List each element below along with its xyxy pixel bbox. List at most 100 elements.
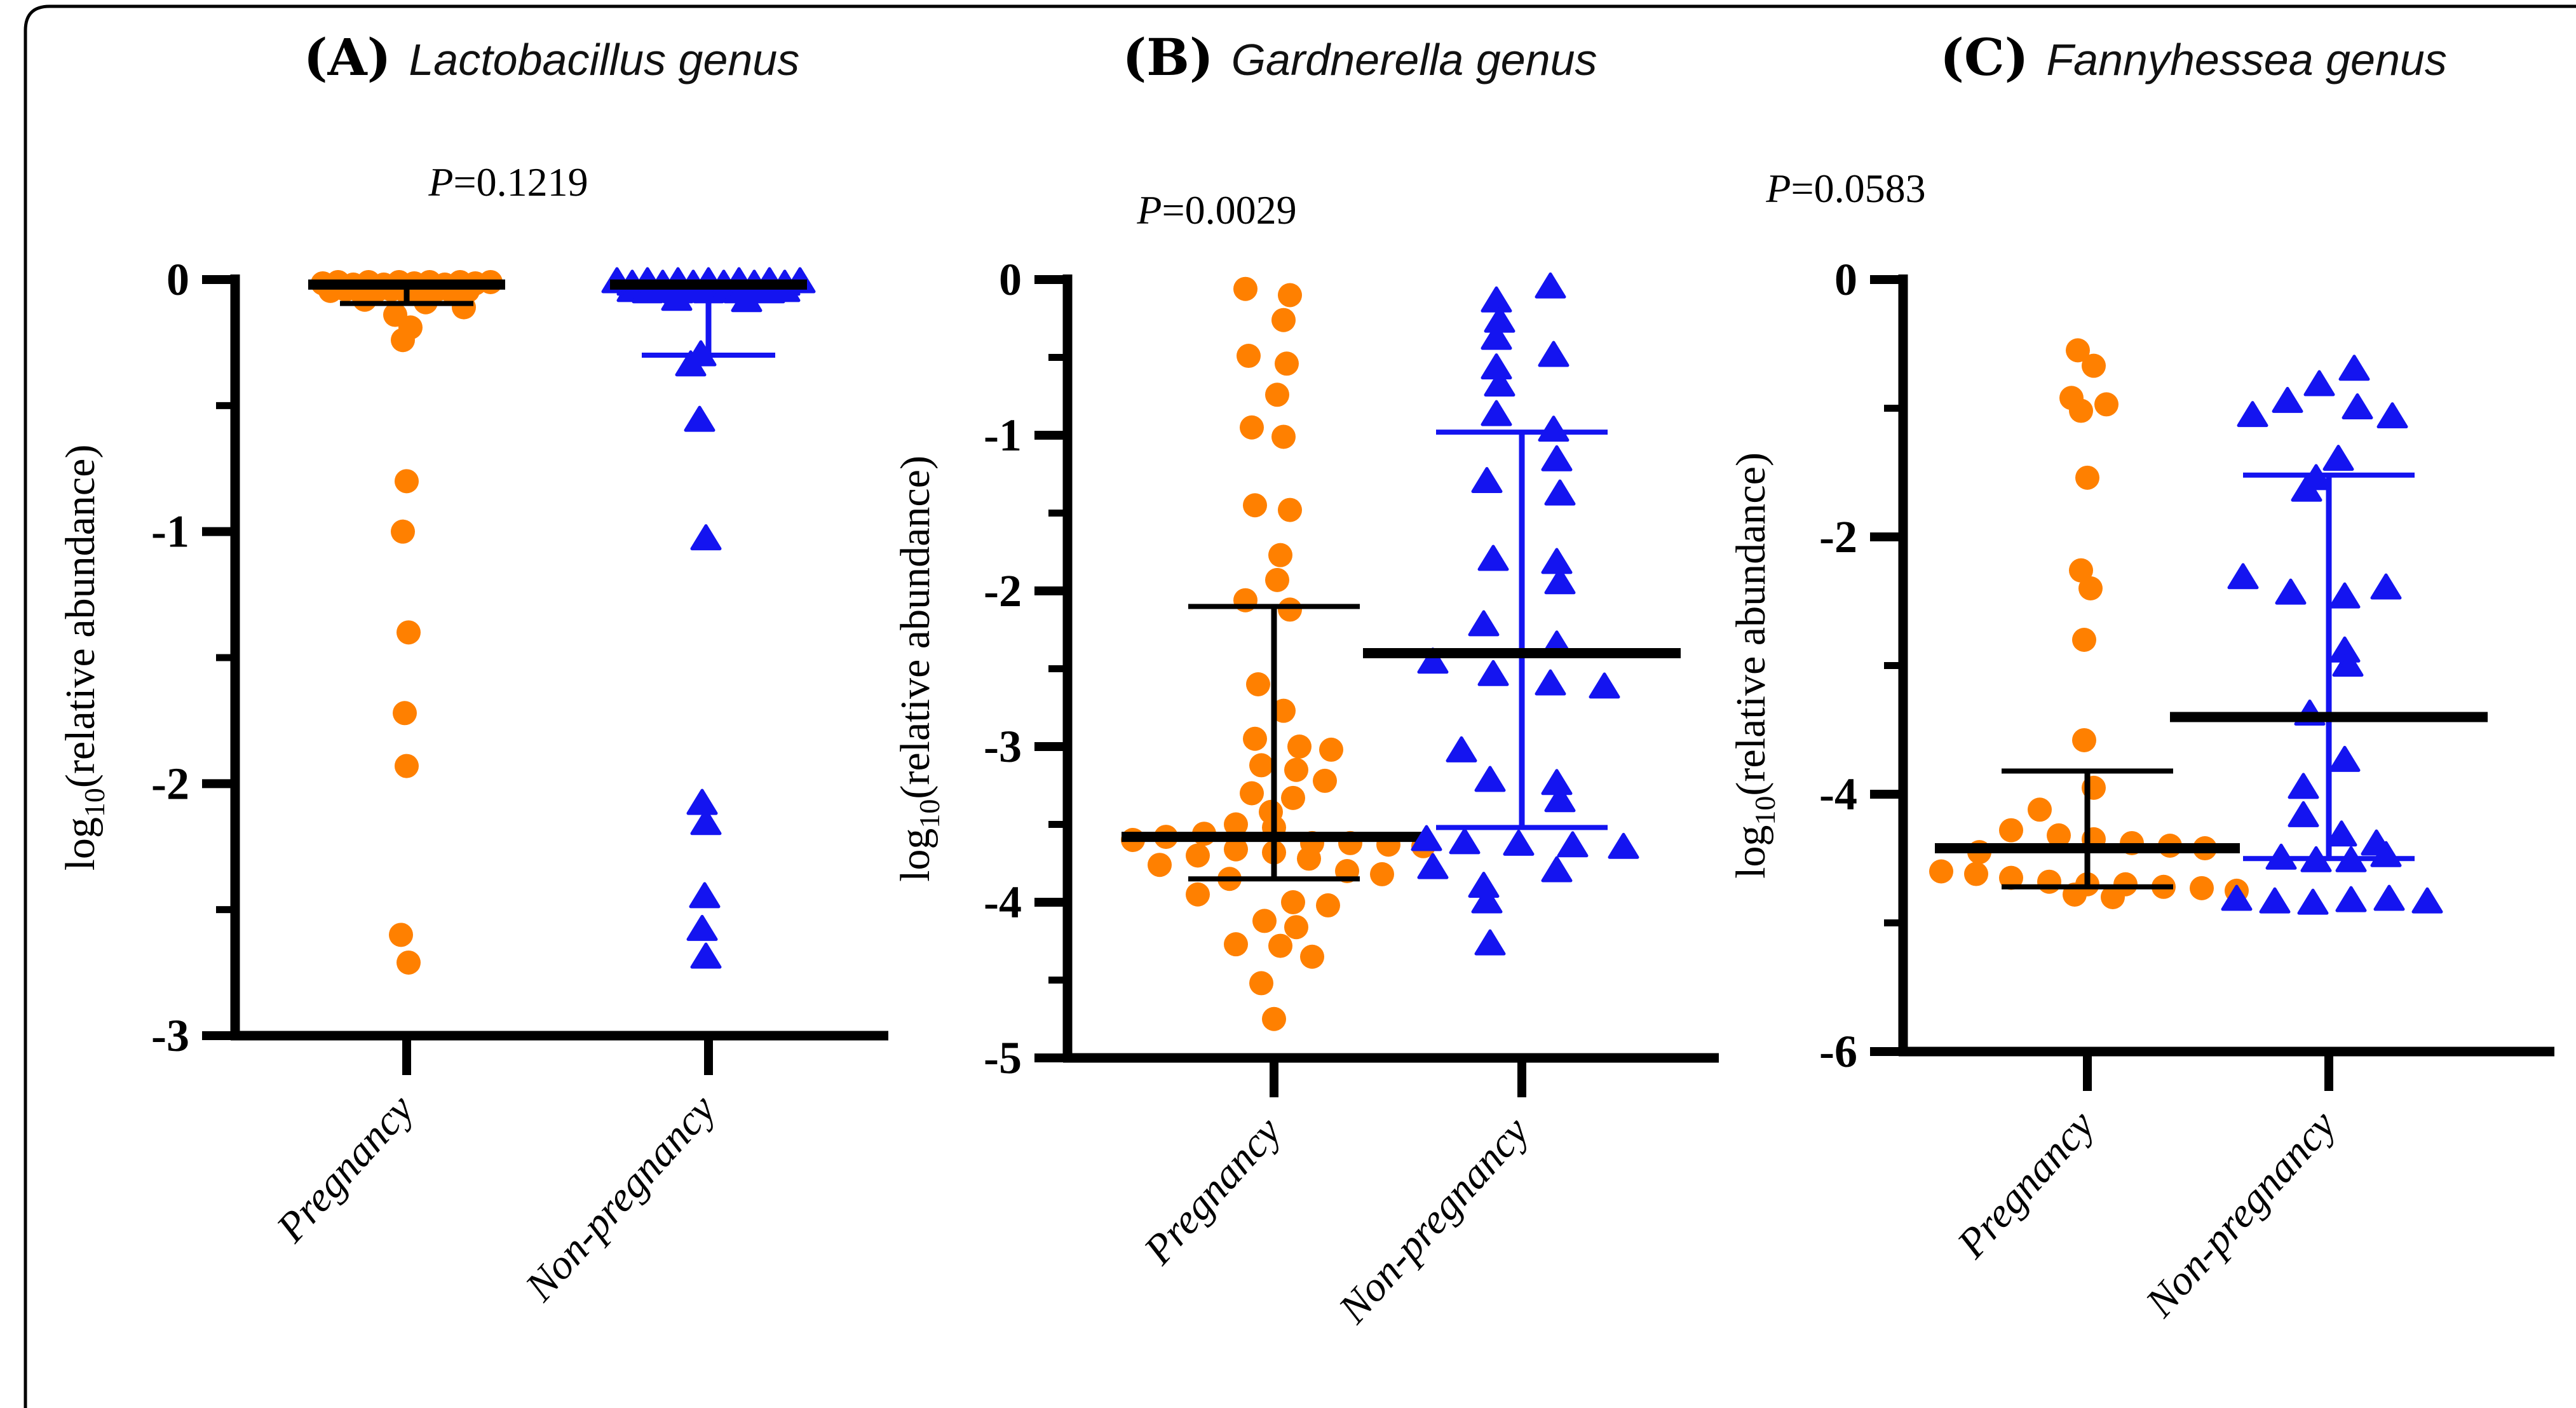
y-tick-label: -4 (984, 877, 1022, 928)
data-point (689, 882, 721, 909)
series-non-pregnancy (601, 267, 816, 969)
data-point (1417, 647, 1449, 674)
data-point (675, 350, 707, 377)
x-group-label: Pregnancy (1948, 1102, 2104, 1268)
data-point (1541, 445, 1573, 471)
data-point (2329, 745, 2361, 772)
data-point (684, 405, 715, 432)
data-point (1541, 548, 1573, 574)
y-tick-label: -4 (1819, 769, 1857, 820)
x-group-label: Non-pregnancy (1329, 1108, 1538, 1332)
data-point (1249, 971, 1273, 996)
data-point (1477, 660, 1509, 686)
data-point (2072, 628, 2096, 652)
data-point (2028, 797, 2052, 822)
data-point (1275, 351, 1299, 376)
data-point (1252, 909, 1277, 933)
data-point (1370, 862, 1394, 886)
data-point (1281, 890, 1305, 914)
data-point (1249, 753, 1273, 778)
y-tick-label: 0 (1834, 254, 1857, 305)
data-point (1544, 479, 1576, 506)
data-point (1538, 416, 1569, 442)
y-tick-label: -6 (1819, 1026, 1857, 1077)
data-point (1313, 768, 1337, 793)
data-point (1999, 865, 2023, 890)
data-point (1468, 610, 1500, 637)
data-point (1278, 498, 1302, 522)
data-point (1544, 786, 1576, 813)
data-point (2291, 475, 2322, 502)
data-point (2338, 355, 2370, 381)
data-point (1589, 672, 1620, 699)
data-point (391, 328, 415, 353)
data-point (690, 524, 722, 551)
data-point (1471, 467, 1503, 493)
data-point (2373, 884, 2405, 911)
y-tick-label: -2 (984, 565, 1022, 616)
data-point (2322, 445, 2354, 471)
data-point (690, 942, 722, 969)
data-point (1471, 887, 1503, 914)
data-point (2342, 393, 2373, 419)
data-point (1484, 370, 1515, 397)
data-point (1281, 785, 1305, 810)
data-point (2072, 728, 2096, 752)
data-point (1446, 736, 1477, 762)
p-value-label: P=0.1219 (428, 159, 588, 205)
data-point (731, 286, 763, 313)
data-point (1284, 915, 1308, 940)
data-point (1186, 882, 1210, 907)
x-group-label: Non-pregnancy (516, 1086, 724, 1310)
data-point (1246, 672, 1270, 696)
data-point (1964, 862, 1988, 886)
data-point (1411, 825, 1442, 851)
panel-title: (C) Fannyhessea genus (1940, 27, 2447, 87)
data-point (2082, 353, 2106, 378)
data-point (2370, 573, 2402, 600)
data-point (2272, 386, 2303, 413)
data-point (686, 914, 718, 941)
panel-title: (B) Gardnerella genus (1122, 27, 1597, 87)
data-point (1535, 272, 1566, 299)
data-point (2326, 820, 2357, 847)
data-point (2376, 402, 2408, 429)
data-point (1503, 829, 1535, 856)
data-point (1271, 698, 1296, 723)
panel-C: 0 -2 -4 -6 Pregnancy Non-pregnancy (C) Fannyhe… (1728, 27, 2554, 1326)
data-point (395, 754, 419, 778)
data-point (1481, 400, 1512, 426)
series-pregnancy (308, 269, 505, 975)
data-point (1316, 893, 1340, 917)
y-tick-label: 0 (166, 254, 189, 305)
data-point (1233, 276, 1257, 301)
p-value-label: P=0.0583 (1765, 166, 1925, 211)
y-tick-label: -3 (984, 721, 1022, 772)
data-point (1300, 944, 1324, 969)
data-point (1186, 843, 1210, 868)
data-point (1237, 344, 1261, 369)
data-point (686, 789, 718, 815)
data-point (2190, 876, 2214, 900)
y-tick-label: -1 (151, 506, 189, 557)
data-point (1224, 837, 1248, 862)
data-point (2288, 801, 2319, 827)
data-point (1148, 853, 1172, 877)
panel-B: 0 -1 -2 -3 -4 -5 Pregnancy Non-pregnancy (B) Gar… (892, 27, 1719, 1332)
data-point (2078, 576, 2103, 600)
data-point (1417, 853, 1449, 879)
data-point (1999, 818, 2023, 843)
data-point (353, 287, 377, 312)
data-point (2411, 887, 2443, 914)
data-point (2335, 886, 2367, 912)
data-point (2069, 398, 2093, 423)
data-point (397, 950, 421, 975)
data-point (1243, 493, 1267, 518)
data-point (1477, 545, 1509, 571)
data-point (1541, 856, 1573, 883)
y-tick-label: -1 (984, 410, 1022, 461)
y-tick-label: -5 (984, 1032, 1022, 1083)
data-point (389, 923, 413, 947)
